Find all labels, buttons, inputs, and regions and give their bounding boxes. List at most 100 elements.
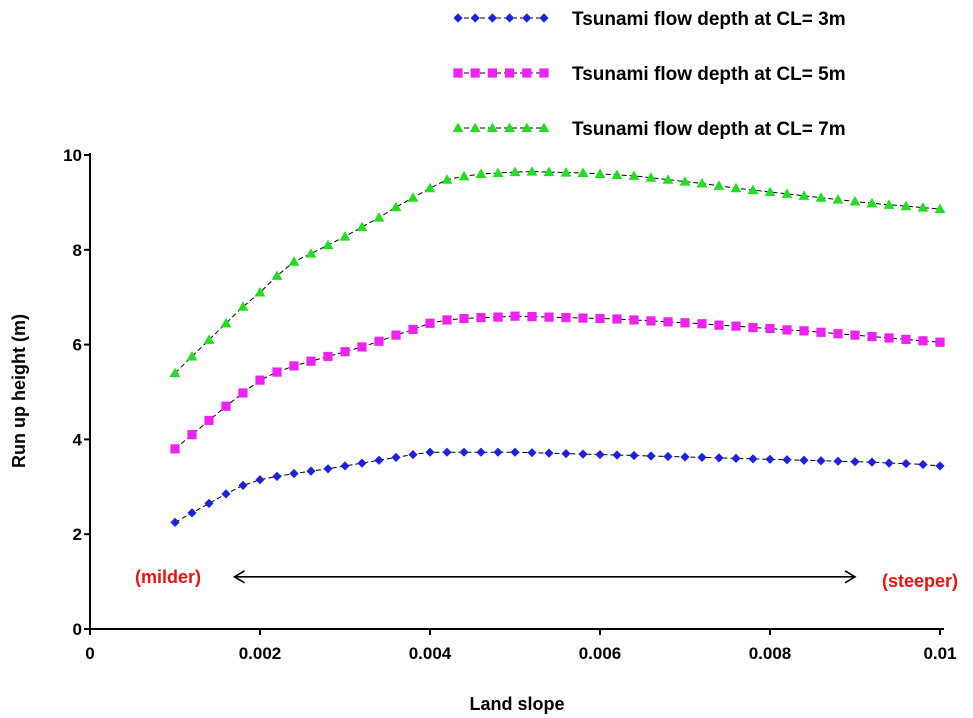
data-point-cl5 (561, 312, 571, 323)
y-ticks: 0 2 4 6 8 10 (63, 146, 90, 639)
data-point-cl5 (765, 323, 775, 334)
data-point-cl7 (509, 166, 521, 177)
legend-swatch-cl5 (453, 68, 549, 78)
data-point-cl5 (306, 356, 316, 366)
data-point-cl5 (646, 316, 656, 326)
data-point-cl5 (510, 311, 520, 321)
legend-label-cl7: Tsunami flow depth at CL= 7m (572, 119, 846, 140)
data-point-cl3 (340, 461, 350, 471)
data-point-cl7 (764, 186, 776, 197)
data-point-cl7 (288, 256, 300, 266)
legend-item-cl7: Tsunami flow depth at CL= 7m (452, 119, 846, 140)
arrow-head-left (232, 570, 245, 584)
data-point-cl5 (595, 313, 605, 324)
data-point-cl5 (816, 327, 826, 337)
data-point-cl3 (765, 454, 775, 464)
data-point-cl5 (459, 313, 469, 324)
data-point-cl3 (272, 471, 282, 481)
data-point-cl3 (323, 464, 333, 474)
data-point-cl7 (339, 231, 351, 241)
milder-annotation: (milder) (135, 567, 201, 587)
data-point-cl7 (679, 176, 691, 186)
data-point-cl7 (305, 248, 317, 258)
axes (89, 153, 944, 630)
data-point-cl7 (832, 194, 844, 204)
series-layer (169, 166, 946, 527)
data-point-cl5 (187, 430, 197, 440)
data-point-cl3 (867, 457, 877, 467)
data-point-cl5 (918, 336, 928, 346)
legend-marker-cl7 (487, 122, 498, 133)
series-line-cl3 (174, 451, 941, 523)
data-point-cl3 (918, 459, 928, 470)
data-point-cl3 (782, 455, 792, 465)
legend-swatch-cl3 (453, 13, 549, 23)
data-point-cl7 (594, 168, 606, 179)
data-point-cl3 (578, 449, 588, 459)
data-point-cl7 (883, 199, 895, 209)
x-ticks: 0 0.002 0.004 0.006 0.008 0.01 (85, 629, 957, 663)
data-point-cl7 (713, 180, 725, 190)
data-point-cl3 (935, 461, 945, 471)
data-point-cl5 (493, 312, 503, 322)
data-point-cl5 (714, 320, 724, 330)
legend-marker-cl3 (453, 13, 463, 23)
data-point-cl3 (714, 453, 724, 463)
data-point-cl5 (527, 312, 537, 322)
x-tick-label: 0.006 (579, 644, 622, 663)
x-axis-title: Land slope (469, 694, 564, 714)
data-point-cl3 (357, 458, 367, 468)
data-point-cl7 (169, 367, 181, 378)
data-point-cl3 (238, 480, 248, 490)
data-point-cl5 (425, 318, 435, 328)
series-line-cl7 (174, 171, 941, 374)
data-point-cl7 (475, 168, 487, 179)
data-point-cl5 (544, 312, 554, 322)
data-point-cl3 (748, 454, 758, 464)
data-point-cl3 (629, 450, 639, 461)
data-point-cl3 (697, 452, 707, 463)
data-point-cl3 (680, 452, 690, 462)
data-point-cl5 (663, 317, 673, 327)
data-point-cl7 (730, 182, 742, 193)
data-point-cl5 (697, 319, 707, 329)
data-point-cl5 (391, 330, 401, 340)
x-tick-label: 0.01 (923, 644, 956, 663)
legend-label-cl3: Tsunami flow depth at CL= 3m (572, 9, 846, 30)
series-cl5 (170, 311, 945, 454)
series-cl3 (170, 447, 945, 527)
data-point-cl3 (306, 466, 316, 476)
steeper-annotation: (steeper) (882, 571, 958, 591)
data-point-cl7 (645, 172, 657, 182)
data-point-cl7 (237, 301, 249, 311)
data-point-cl7 (373, 212, 385, 222)
data-point-cl7 (747, 184, 759, 195)
data-point-cl7 (220, 317, 232, 328)
data-point-cl3 (544, 448, 554, 458)
data-point-cl5 (442, 315, 452, 325)
data-point-cl7 (356, 221, 368, 232)
legend-marker-cl3 (487, 13, 497, 23)
data-point-cl3 (527, 448, 537, 458)
data-point-cl7 (203, 334, 215, 344)
data-point-cl5 (578, 313, 588, 323)
y-tick-label: 6 (73, 336, 82, 355)
data-point-cl7 (900, 200, 912, 211)
data-point-cl7 (254, 287, 266, 297)
data-point-cl5 (629, 315, 639, 325)
x-tick-label: 0 (85, 644, 94, 663)
data-point-cl7 (849, 196, 861, 206)
data-point-cl3 (663, 451, 673, 462)
data-point-cl3 (833, 456, 843, 466)
data-point-cl5 (901, 334, 911, 344)
data-point-cl5 (408, 324, 418, 335)
data-point-cl7 (560, 167, 572, 177)
data-point-cl5 (340, 347, 350, 357)
data-point-cl5 (850, 330, 860, 340)
legend-marker-cl7 (521, 122, 533, 133)
series-line-cl5 (174, 315, 941, 450)
legend-label-cl5: Tsunami flow depth at CL= 5m (572, 64, 846, 85)
legend-marker-cl3 (470, 13, 480, 23)
y-tick-label: 0 (73, 620, 82, 639)
data-point-cl3 (816, 456, 826, 466)
